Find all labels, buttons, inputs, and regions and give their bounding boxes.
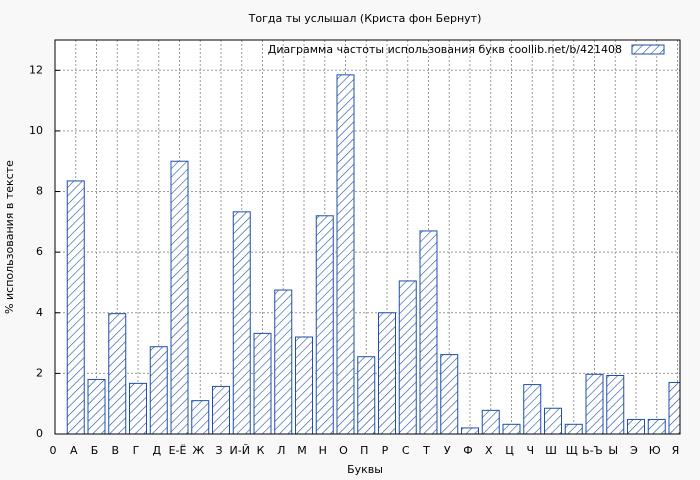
x-tick-label: Н <box>319 444 327 457</box>
x-tick-label: Ь-Ъ <box>582 444 603 457</box>
x-tick-label: Б <box>91 444 99 457</box>
x-tick-label: Ш <box>545 444 557 457</box>
bar <box>606 375 625 435</box>
y-tick-label: 0 <box>36 427 43 440</box>
x-axis-label: Буквы <box>347 463 383 476</box>
bar <box>108 313 127 435</box>
bar <box>585 373 604 435</box>
x-tick-label: А <box>70 444 78 457</box>
bar <box>523 384 542 435</box>
bar <box>336 74 355 435</box>
bar <box>668 381 680 435</box>
x-tick-label: О <box>339 444 348 457</box>
bar <box>544 407 562 435</box>
x-tick-label: Л <box>277 444 285 457</box>
bar <box>274 289 293 435</box>
x-tick-label: Ы <box>608 444 618 457</box>
bar <box>627 418 645 435</box>
x-tick-label: 0 <box>50 444 57 457</box>
bar <box>87 378 106 435</box>
x-tick-label: У <box>444 444 451 457</box>
x-tick-label: К <box>257 444 265 457</box>
x-tick-label: Е-Ё <box>169 444 187 457</box>
y-tick-label: 12 <box>29 63 43 76</box>
x-tick-label: И-Й <box>230 444 250 457</box>
bar <box>481 409 500 435</box>
bar <box>129 382 147 435</box>
y-tick-label: 4 <box>36 306 43 319</box>
y-tick-label: 6 <box>36 245 43 258</box>
bar <box>315 215 334 435</box>
x-tick-label: Г <box>133 444 140 457</box>
legend-label: Диаграмма частоты использования букв coo… <box>268 43 622 56</box>
x-tick-label: Д <box>152 444 161 457</box>
x-tick-label: П <box>360 444 368 457</box>
bar <box>253 332 272 435</box>
x-tick-label: Т <box>422 444 430 457</box>
y-tick-label: 2 <box>36 366 43 379</box>
y-tick-label: 8 <box>36 185 43 198</box>
x-tick-label: Р <box>382 444 389 457</box>
bar <box>461 427 479 435</box>
bar <box>170 160 189 435</box>
x-tick-label: С <box>402 444 410 457</box>
bar <box>564 423 583 435</box>
legend-swatch <box>631 44 665 55</box>
x-tick-label: Ц <box>505 444 514 457</box>
y-tick-label: 10 <box>29 124 43 137</box>
x-tick-label: Э <box>630 444 638 457</box>
x-tick-label: М <box>297 444 307 457</box>
bar <box>378 312 396 435</box>
bar <box>232 211 251 435</box>
bar <box>191 400 210 435</box>
bar <box>212 385 230 435</box>
x-tick-label: Х <box>485 444 493 457</box>
bar <box>647 418 666 435</box>
bar <box>295 336 313 435</box>
bar <box>502 423 521 435</box>
bar <box>357 356 376 435</box>
bar <box>419 230 438 435</box>
plot-frame <box>54 39 681 435</box>
bar <box>440 354 459 435</box>
x-tick-label: В <box>111 444 119 457</box>
x-tick-label: З <box>215 444 222 457</box>
x-tick-label: Ю <box>649 444 661 457</box>
bars <box>66 74 680 435</box>
bar <box>398 280 417 435</box>
chart-title: Тогда ты услышал (Криста фон Бернут) <box>248 12 482 25</box>
bar <box>66 180 85 435</box>
x-tick-label: Я <box>672 444 680 457</box>
y-axis-label: % использования в тексте <box>3 160 16 314</box>
x-tick-label: Ж <box>192 444 204 457</box>
x-tick-label: Щ <box>566 444 578 457</box>
x-tick-label: Ч <box>526 444 534 457</box>
x-tick-label: Ф <box>463 444 472 457</box>
bar <box>149 346 168 435</box>
